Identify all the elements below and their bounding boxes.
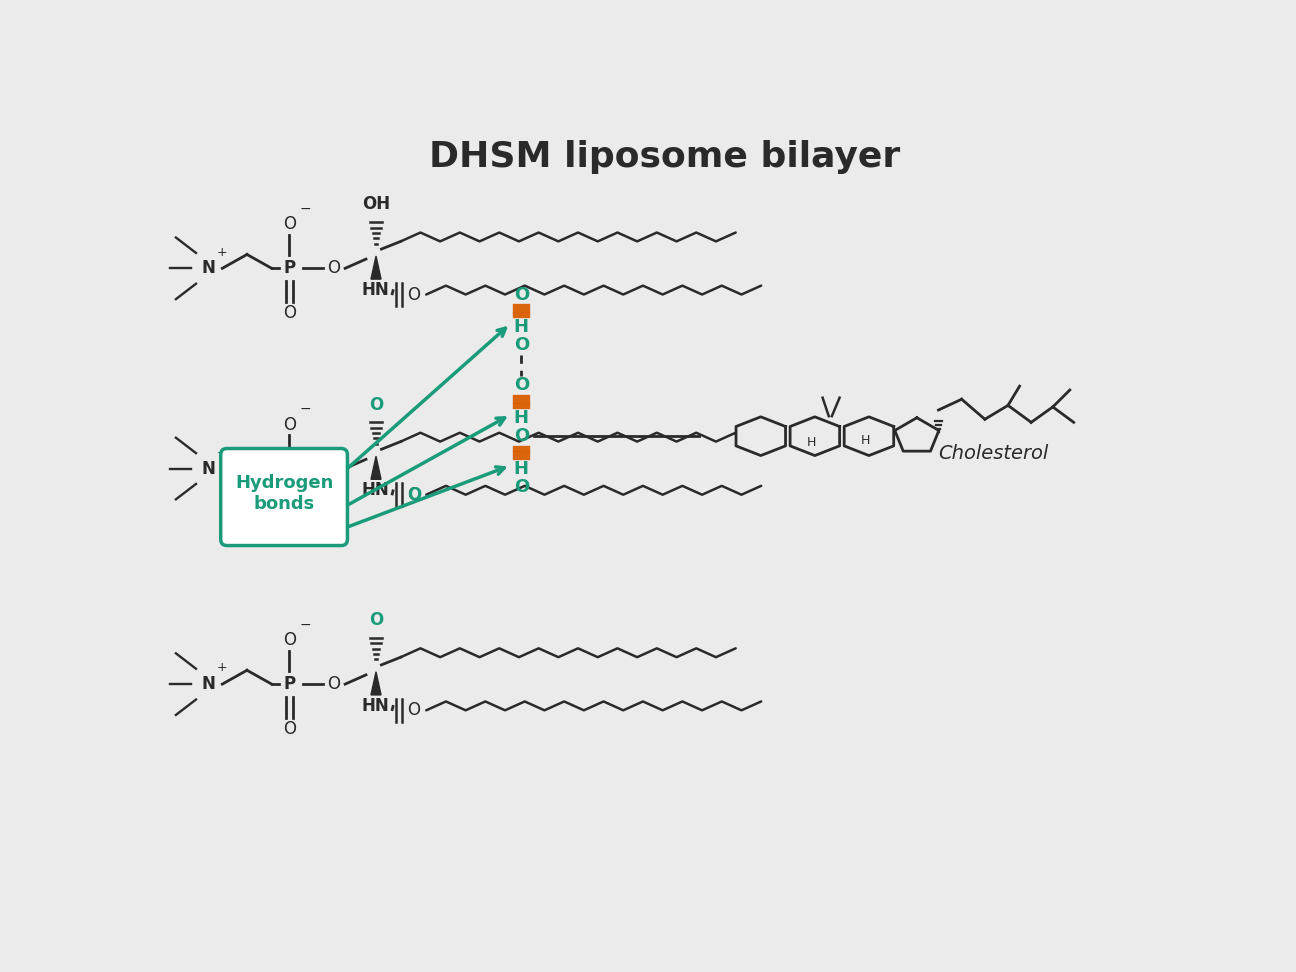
Text: +: + bbox=[216, 246, 227, 259]
Text: O: O bbox=[407, 486, 421, 503]
Polygon shape bbox=[371, 256, 381, 279]
Text: O: O bbox=[283, 631, 295, 649]
Text: O: O bbox=[283, 304, 295, 322]
Text: −: − bbox=[299, 402, 311, 416]
Text: O: O bbox=[283, 504, 295, 522]
Text: Cholesterol: Cholesterol bbox=[938, 443, 1048, 463]
Text: H: H bbox=[806, 435, 815, 449]
Text: HN: HN bbox=[362, 481, 389, 499]
Text: H: H bbox=[513, 318, 529, 336]
Text: Hydrogen
bonds: Hydrogen bonds bbox=[235, 473, 333, 512]
FancyBboxPatch shape bbox=[220, 448, 347, 545]
Text: O: O bbox=[283, 416, 295, 434]
Text: −: − bbox=[299, 202, 311, 216]
Text: P: P bbox=[284, 260, 295, 277]
Text: O: O bbox=[407, 486, 420, 503]
Text: +: + bbox=[216, 662, 227, 675]
Text: O: O bbox=[513, 376, 529, 395]
Text: OH: OH bbox=[362, 195, 390, 214]
Text: HN: HN bbox=[362, 697, 389, 714]
Text: O: O bbox=[513, 478, 529, 496]
Text: O: O bbox=[407, 286, 420, 303]
Text: N: N bbox=[201, 676, 215, 693]
Text: O: O bbox=[513, 286, 529, 303]
Text: O: O bbox=[283, 216, 295, 233]
Text: O: O bbox=[513, 336, 529, 355]
Text: P: P bbox=[284, 676, 295, 693]
Text: O: O bbox=[327, 460, 340, 477]
Text: O: O bbox=[283, 720, 295, 738]
Text: O: O bbox=[513, 427, 529, 445]
Text: O: O bbox=[327, 676, 340, 693]
Text: H: H bbox=[513, 408, 529, 427]
Text: DHSM liposome bilayer: DHSM liposome bilayer bbox=[429, 140, 899, 174]
Text: −: − bbox=[299, 618, 311, 632]
Text: +: + bbox=[216, 446, 227, 459]
Text: H: H bbox=[513, 460, 529, 477]
Text: N: N bbox=[201, 260, 215, 277]
Polygon shape bbox=[371, 456, 381, 479]
Text: H: H bbox=[861, 434, 870, 446]
Text: N: N bbox=[201, 460, 215, 477]
Text: O: O bbox=[369, 611, 384, 629]
Text: O: O bbox=[407, 702, 420, 719]
Text: O: O bbox=[327, 260, 340, 277]
Polygon shape bbox=[371, 672, 381, 695]
Text: P: P bbox=[284, 460, 295, 477]
Text: O: O bbox=[369, 396, 384, 414]
Text: HN: HN bbox=[362, 281, 389, 299]
